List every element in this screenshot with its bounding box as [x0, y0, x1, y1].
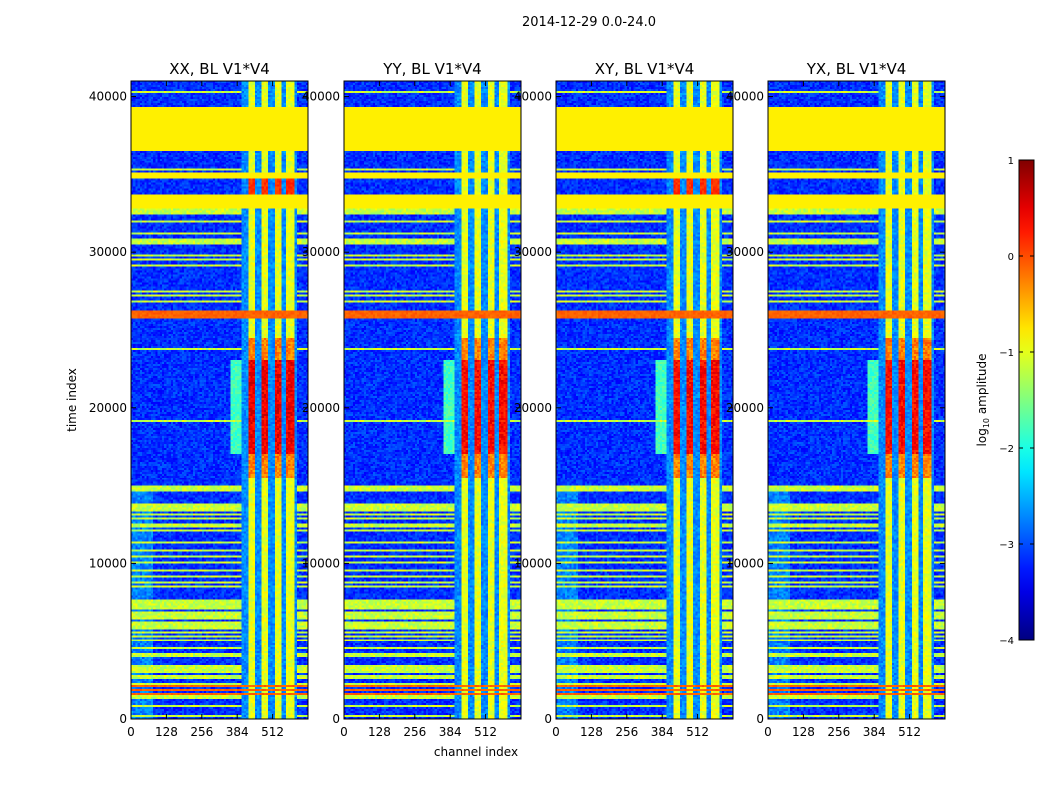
x-tick-label: 256 — [190, 725, 213, 739]
x-tick-label: 384 — [439, 725, 462, 739]
figure-title: 2014-12-29 0.0-24.0 — [522, 15, 656, 30]
x-tick-label: 256 — [403, 725, 426, 739]
colorbar-tick-label: 1 — [1008, 156, 1014, 167]
x-tick-label: 0 — [127, 725, 135, 739]
axes-frame — [555, 80, 734, 720]
panel-3: XY, BL V1*V4 0 128 256 384 512 0 10000 20000 3000… — [514, 60, 734, 739]
panel-title: XX, BL V1*V4 — [169, 60, 270, 78]
y-axis-label: time index — [65, 368, 79, 432]
y-tick-label: 30000 — [726, 245, 764, 259]
y-tick-label: 0 — [756, 712, 764, 726]
x-tick-label: 256 — [827, 725, 850, 739]
heatmap-image — [556, 81, 733, 719]
y-tick-label: 10000 — [726, 556, 764, 570]
panels: XX, BL V1*V4 0 128 256 384 512 0 10000 20000 3000… — [89, 60, 946, 739]
panel-title: YX, BL V1*V4 — [806, 60, 907, 78]
y-tick-label: 20000 — [726, 401, 764, 415]
y-tick-label: 40000 — [514, 90, 552, 104]
x-tick-label: 512 — [686, 725, 709, 739]
y-tick-label: 30000 — [514, 245, 552, 259]
y-tick-label: 30000 — [89, 245, 127, 259]
y-tick-label: 0 — [332, 712, 340, 726]
x-tick-label: 512 — [898, 725, 921, 739]
y-tick-label: 10000 — [302, 556, 340, 570]
x-tick-label: 0 — [764, 725, 772, 739]
axes-frame — [343, 80, 522, 720]
x-tick-label: 0 — [340, 725, 348, 739]
x-tick-label: 384 — [651, 725, 674, 739]
y-tick-label: 20000 — [514, 401, 552, 415]
y-tick-label: 10000 — [514, 556, 552, 570]
x-tick-label: 512 — [474, 725, 497, 739]
panel-1: XX, BL V1*V4 0 128 256 384 512 0 10000 20000 3000… — [89, 60, 309, 739]
x-tick-label: 128 — [155, 725, 178, 739]
colorbar: 1 0 −1 −2 −3 −4 log10 amplitude — [975, 156, 1035, 647]
colorbar-tick-label: −2 — [999, 444, 1014, 455]
y-tick-label: 40000 — [726, 90, 764, 104]
x-tick-label: 256 — [615, 725, 638, 739]
x-tick-label: 384 — [226, 725, 249, 739]
y-tick-label: 0 — [544, 712, 552, 726]
axes-frame — [767, 80, 946, 720]
panel-2: YY, BL V1*V4 0 128 256 384 512 0 10000 20000 3000… — [302, 60, 522, 739]
x-tick-label: 384 — [863, 725, 886, 739]
colorbar-tick-label: 0 — [1008, 252, 1014, 263]
y-tick-label: 30000 — [302, 245, 340, 259]
y-tick-label: 10000 — [89, 556, 127, 570]
heatmap-image — [768, 81, 945, 719]
y-tick-label: 40000 — [89, 90, 127, 104]
panel-title: XY, BL V1*V4 — [595, 60, 695, 78]
colorbar-tick-label: −4 — [999, 636, 1014, 647]
x-tick-label: 0 — [552, 725, 560, 739]
x-tick-label: 128 — [580, 725, 603, 739]
colorbar-tick-label: −1 — [999, 348, 1014, 359]
panel-title: YY, BL V1*V4 — [382, 60, 481, 78]
heatmap-image — [344, 81, 521, 719]
panel-4: YX, BL V1*V4 0 128 256 384 512 0 10000 20000 3000… — [726, 60, 946, 739]
colorbar-tick-label: −3 — [999, 540, 1014, 551]
y-tick-label: 40000 — [302, 90, 340, 104]
colorbar-gradient — [1018, 159, 1035, 641]
y-tick-label: 20000 — [89, 401, 127, 415]
y-tick-label: 0 — [119, 712, 127, 726]
x-tick-label: 128 — [792, 725, 815, 739]
heatmap-image — [131, 81, 308, 719]
x-tick-label: 512 — [261, 725, 284, 739]
y-tick-label: 20000 — [302, 401, 340, 415]
x-tick-label: 128 — [368, 725, 391, 739]
axes-frame — [130, 80, 309, 720]
colorbar-label: log10 amplitude — [975, 354, 991, 447]
x-axis-label: channel index — [434, 745, 518, 759]
